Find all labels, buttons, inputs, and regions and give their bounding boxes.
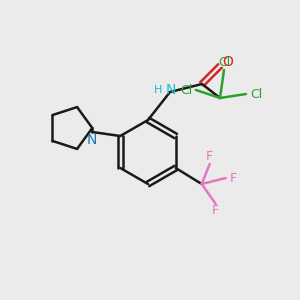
Text: Cl: Cl [218, 56, 230, 70]
Text: F: F [206, 151, 213, 164]
Text: N: N [87, 133, 98, 147]
Text: N: N [166, 83, 176, 97]
Text: Cl: Cl [180, 83, 192, 97]
Text: H: H [154, 85, 162, 95]
Text: F: F [212, 205, 219, 218]
Text: O: O [223, 55, 233, 69]
Text: Cl: Cl [250, 88, 262, 100]
Text: F: F [230, 172, 237, 184]
